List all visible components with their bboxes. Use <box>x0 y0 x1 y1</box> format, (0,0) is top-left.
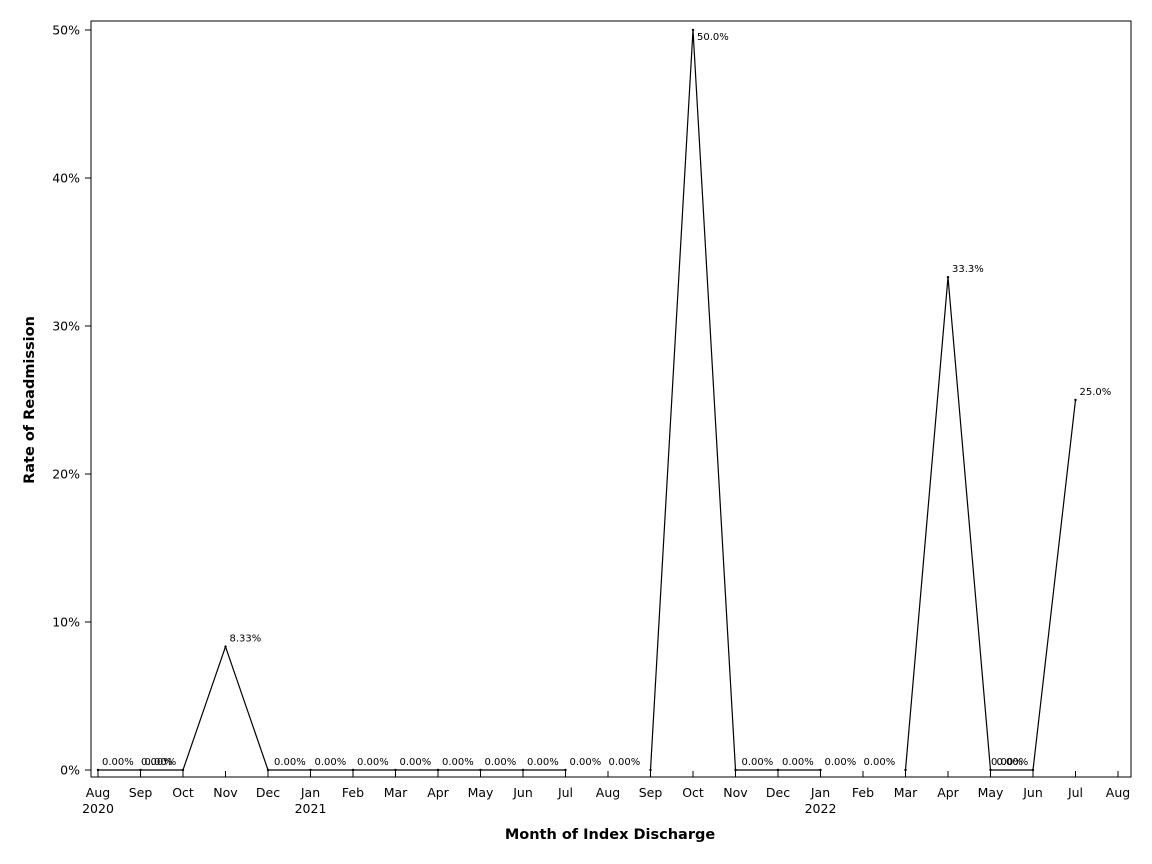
y-tick-label: 10% <box>52 615 80 630</box>
x-tick-label: Sep <box>129 785 153 800</box>
data-point <box>649 768 652 772</box>
y-tick-label: 0% <box>60 763 80 778</box>
x-tick-label: Jul <box>1067 785 1083 800</box>
x-tick-label: Dec <box>256 785 280 800</box>
data-label: 0.00% <box>400 757 432 768</box>
data-point <box>96 768 100 772</box>
data-label: 0.00% <box>570 757 602 768</box>
y-tick-label: 20% <box>52 467 80 482</box>
data-label: 25.0% <box>1080 387 1112 398</box>
x-tick-label: Apr <box>937 785 959 800</box>
data-point <box>734 768 737 772</box>
x-tick-label: Sep <box>639 785 663 800</box>
data-label: 0.00% <box>864 757 896 768</box>
x-tick-label: Oct <box>172 785 194 800</box>
x-tick-label: Oct <box>682 785 704 800</box>
x-axis-title: Month of Index Discharge <box>505 827 716 843</box>
data-point <box>266 768 270 772</box>
series-line <box>649 29 821 771</box>
data-point <box>819 768 822 772</box>
data-point <box>351 768 355 772</box>
series-layer <box>96 28 1077 772</box>
data-point <box>436 768 440 772</box>
data-label: 0.00% <box>102 757 134 768</box>
data-point <box>521 768 525 772</box>
x-tick-label: Aug <box>596 785 620 800</box>
data-label: 0.00% <box>825 757 857 768</box>
x-tick-label: Nov <box>723 785 748 800</box>
x-tick-label: Mar <box>894 785 918 800</box>
data-point <box>181 768 185 772</box>
data-point <box>1031 768 1035 772</box>
data-label: 0.00% <box>485 757 517 768</box>
data-label: 0.00% <box>315 757 347 768</box>
data-point <box>309 768 312 772</box>
data-label: 0.00% <box>782 757 814 768</box>
data-point <box>139 768 142 772</box>
data-label: 0.00% <box>609 757 641 768</box>
x-tick-label: Aug <box>86 785 110 800</box>
x-tick-label: Dec <box>766 785 790 800</box>
x-tick-label: Aug <box>1106 785 1130 800</box>
data-point <box>989 768 992 772</box>
data-point <box>691 28 695 32</box>
data-label: 0.00% <box>145 757 177 768</box>
data-point <box>776 768 780 772</box>
x-tick-label: Nov <box>213 785 238 800</box>
data-point <box>479 768 482 772</box>
x-tick-label: Jan <box>300 785 320 800</box>
x-tick-label: Jan <box>810 785 830 800</box>
y-tick-label: 30% <box>52 319 80 334</box>
x-tick-label: Feb <box>852 785 874 800</box>
x-tick-label: Mar <box>384 785 408 800</box>
data-point <box>394 768 397 772</box>
data-point <box>946 275 950 279</box>
data-label: 0.00% <box>357 757 389 768</box>
y-tick-label: 50% <box>52 23 80 38</box>
data-label: 0.00% <box>997 757 1029 768</box>
x-year-label: 2022 <box>805 801 837 816</box>
x-year-label: 2020 <box>82 801 114 816</box>
series-line <box>904 277 1077 771</box>
data-label: 0.00% <box>742 757 774 768</box>
x-tick-label: Apr <box>427 785 449 800</box>
data-point <box>224 645 227 648</box>
data-label: 0.00% <box>527 757 559 768</box>
data-label: 50.0% <box>697 32 729 43</box>
data-point <box>904 768 907 772</box>
data-label: 8.33% <box>230 634 262 645</box>
x-tick-label: Feb <box>342 785 364 800</box>
data-point <box>564 768 567 772</box>
data-label: 0.00% <box>141 757 173 768</box>
series-line <box>98 644 566 771</box>
data-label: 0.00% <box>274 757 306 768</box>
data-label: 0.00% <box>991 757 1023 768</box>
y-axis: 0% 10% 20% 30% 40% 50% <box>52 23 91 778</box>
x-tick-label: Jun <box>512 785 533 800</box>
x-year-label: 2021 <box>295 801 327 816</box>
data-point <box>1074 398 1077 402</box>
x-tick-label: May <box>468 785 494 800</box>
x-tick-label: May <box>978 785 1004 800</box>
x-tick-label: Jun <box>1022 785 1043 800</box>
y-axis-title: Rate of Readmission <box>22 316 38 484</box>
data-label: 33.3% <box>952 264 984 275</box>
x-tick-label: Jul <box>557 785 573 800</box>
data-label: 0.00% <box>442 757 474 768</box>
data-label-layer: 0.00% 0.00%0.00%8.33%0.00% 0.00% 0.00% 0.00%… <box>102 32 1111 768</box>
y-tick-label: 40% <box>52 171 80 186</box>
plot-area-frame <box>90 20 1132 778</box>
